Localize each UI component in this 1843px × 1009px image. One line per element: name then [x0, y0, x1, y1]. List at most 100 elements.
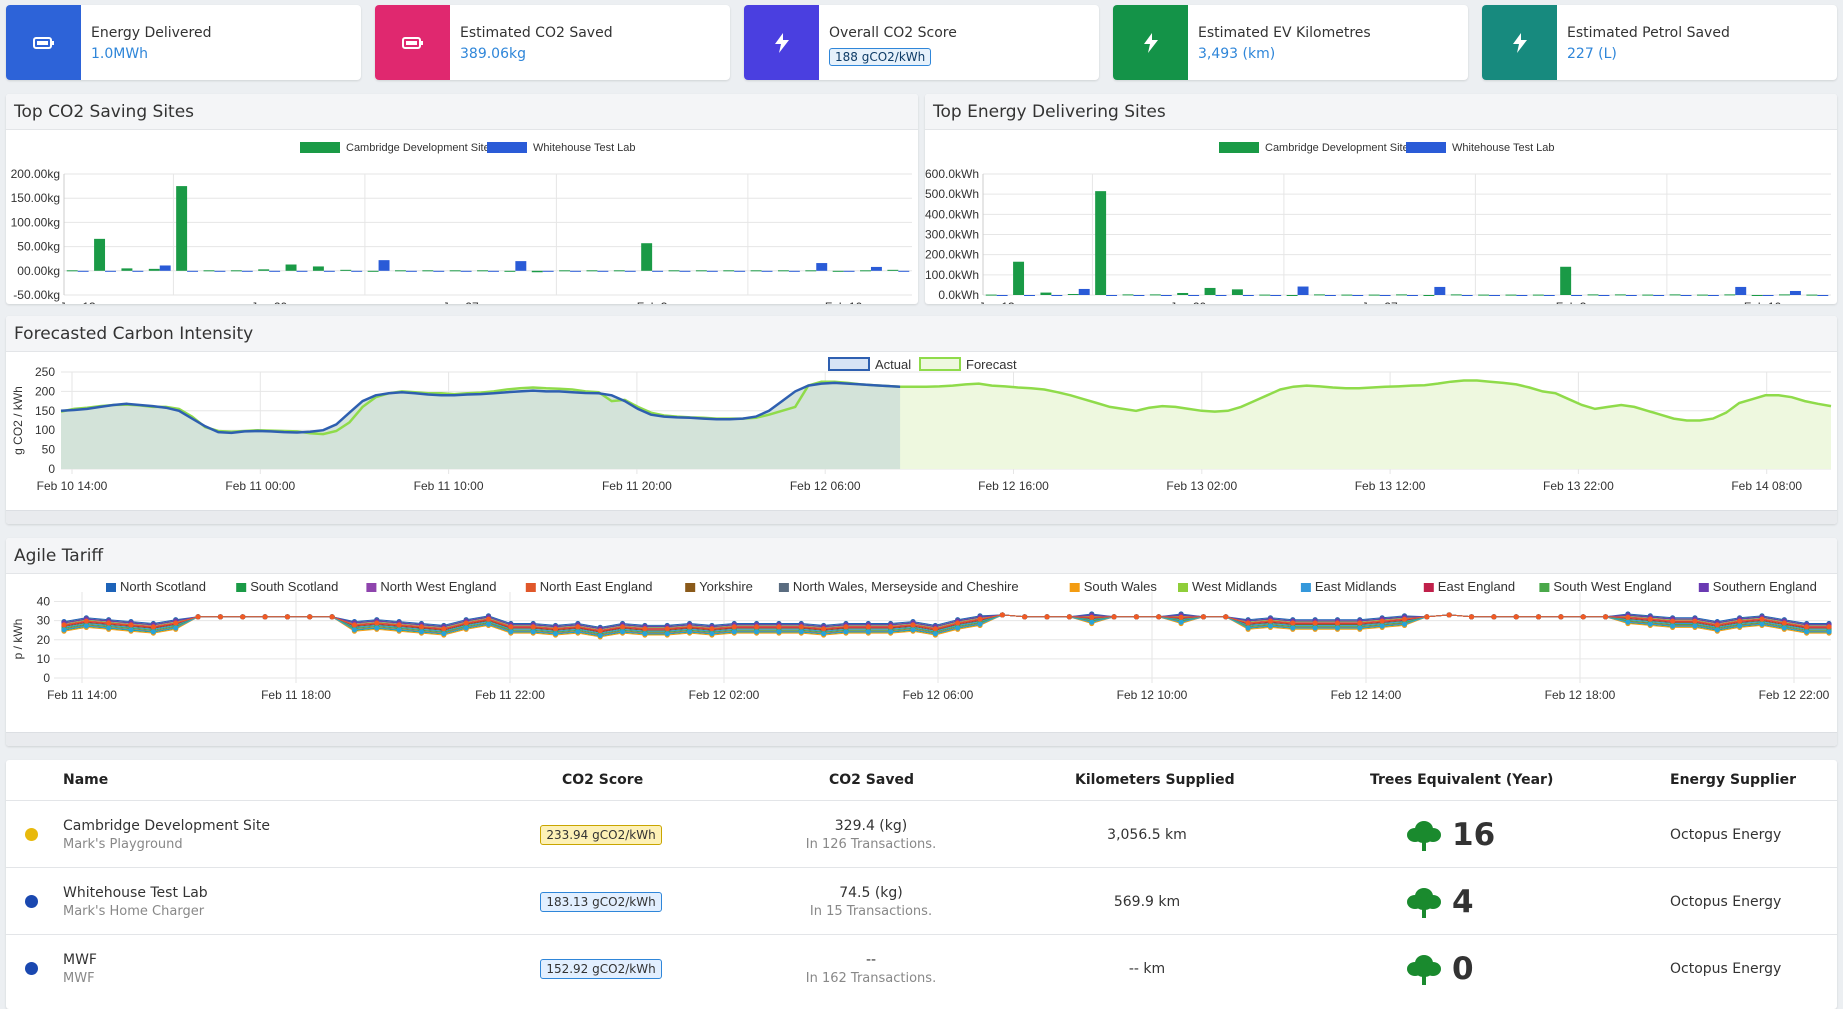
bar[interactable]: [843, 270, 855, 272]
tariff-point[interactable]: [1178, 614, 1184, 620]
legend-label[interactable]: South Wales: [1084, 579, 1158, 594]
bar[interactable]: [1642, 294, 1654, 296]
bar[interactable]: [816, 263, 828, 271]
tariff-point[interactable]: [396, 627, 402, 633]
tariff-point[interactable]: [262, 614, 268, 620]
tariff-point[interactable]: [664, 631, 670, 637]
tariff-point[interactable]: [664, 626, 670, 632]
legend-swatch[interactable]: [1423, 583, 1434, 592]
bar[interactable]: [1324, 295, 1336, 296]
tariff-point[interactable]: [1826, 624, 1832, 630]
bar[interactable]: [405, 270, 417, 272]
tariff-point[interactable]: [1737, 623, 1743, 629]
tariff-point[interactable]: [508, 624, 514, 630]
tariff-point[interactable]: [106, 620, 112, 626]
tariff-point[interactable]: [1670, 618, 1676, 624]
bar[interactable]: [1806, 294, 1818, 296]
actual-line[interactable]: [60, 381, 901, 435]
tariff-point[interactable]: [1759, 616, 1765, 622]
bar[interactable]: [887, 269, 899, 271]
bar[interactable]: [394, 270, 406, 272]
tariff-point[interactable]: [83, 618, 89, 624]
tariff-point[interactable]: [418, 629, 425, 635]
table-row[interactable]: Cambridge Development Site Mark's Playgr…: [6, 800, 1837, 867]
tariff-point[interactable]: [128, 622, 134, 628]
bar[interactable]: [1489, 295, 1501, 296]
tariff-point[interactable]: [642, 626, 648, 632]
bar[interactable]: [788, 270, 800, 272]
bar[interactable]: [723, 270, 735, 272]
tariff-point[interactable]: [709, 626, 715, 632]
tariff-point[interactable]: [798, 629, 804, 635]
tariff-point[interactable]: [1424, 614, 1430, 620]
tariff-point[interactable]: [731, 629, 737, 635]
bar[interactable]: [460, 270, 472, 272]
bar[interactable]: [1177, 292, 1189, 295]
bar[interactable]: [1560, 266, 1572, 295]
tariff-point[interactable]: [1357, 625, 1363, 631]
tariff-point[interactable]: [888, 629, 894, 635]
bar[interactable]: [378, 260, 390, 271]
tariff-point[interactable]: [1334, 625, 1341, 631]
tariff-point[interactable]: [374, 625, 380, 631]
bar[interactable]: [1379, 295, 1391, 296]
bar[interactable]: [1707, 295, 1719, 296]
bar[interactable]: [1352, 295, 1364, 296]
bar[interactable]: [1133, 295, 1145, 296]
legend-label[interactable]: Whitehouse Test Lab: [533, 142, 636, 154]
bar[interactable]: [1242, 295, 1254, 296]
col-header-co2-saved[interactable]: CO2 Saved: [829, 772, 914, 788]
tariff-point[interactable]: [1379, 618, 1385, 624]
tariff-point[interactable]: [1334, 620, 1341, 626]
bar[interactable]: [187, 270, 199, 272]
table-row[interactable]: Whitehouse Test Lab Mark's Home Charger …: [6, 867, 1837, 934]
legend-label[interactable]: East Midlands: [1315, 579, 1397, 594]
legend-swatch[interactable]: [487, 142, 527, 153]
tariff-point[interactable]: [150, 629, 156, 635]
tariff-point[interactable]: [1692, 618, 1698, 624]
bar[interactable]: [706, 270, 718, 272]
tariff-point[interactable]: [1580, 614, 1586, 620]
tariff-point[interactable]: [1245, 625, 1251, 631]
tariff-point[interactable]: [530, 629, 536, 635]
tariff-point[interactable]: [1156, 614, 1162, 620]
tariff-point[interactable]: [1826, 629, 1832, 635]
tariff-point[interactable]: [307, 614, 313, 620]
bar[interactable]: [1341, 294, 1353, 296]
tariff-point[interactable]: [1491, 614, 1497, 620]
bar[interactable]: [296, 270, 308, 272]
tariff-point[interactable]: [999, 612, 1005, 618]
bar[interactable]: [504, 270, 516, 272]
bar[interactable]: [1215, 295, 1227, 296]
legend-swatch[interactable]: [366, 583, 377, 592]
legend-swatch[interactable]: [919, 357, 961, 371]
bar[interactable]: [668, 270, 680, 272]
bar[interactable]: [340, 269, 352, 271]
legend-swatch[interactable]: [1178, 583, 1188, 592]
tariff-point[interactable]: [597, 632, 603, 639]
tariff-point[interactable]: [485, 621, 492, 627]
bar[interactable]: [641, 243, 653, 271]
tariff-point[interactable]: [1312, 625, 1318, 631]
legend-label[interactable]: South West England: [1553, 579, 1671, 594]
bar[interactable]: [1450, 294, 1462, 296]
bar[interactable]: [1051, 295, 1063, 296]
tariff-point[interactable]: [374, 620, 380, 626]
tariff-point[interactable]: [552, 626, 559, 632]
tariff-point[interactable]: [1357, 620, 1363, 626]
legend-label[interactable]: North East England: [540, 579, 653, 594]
bar[interactable]: [1762, 295, 1774, 296]
tariff-point[interactable]: [1625, 614, 1631, 620]
bar[interactable]: [1204, 287, 1216, 295]
tariff-point[interactable]: [597, 628, 603, 634]
tariff-point[interactable]: [1178, 619, 1184, 625]
bar[interactable]: [285, 264, 297, 271]
bar[interactable]: [1078, 288, 1090, 295]
bar[interactable]: [695, 270, 707, 272]
bar[interactable]: [1368, 294, 1380, 296]
tariff-point[interactable]: [530, 624, 536, 630]
bar[interactable]: [870, 266, 882, 271]
tariff-point[interactable]: [1290, 625, 1296, 631]
tariff-point[interactable]: [351, 627, 358, 633]
legend-swatch[interactable]: [1539, 583, 1550, 592]
